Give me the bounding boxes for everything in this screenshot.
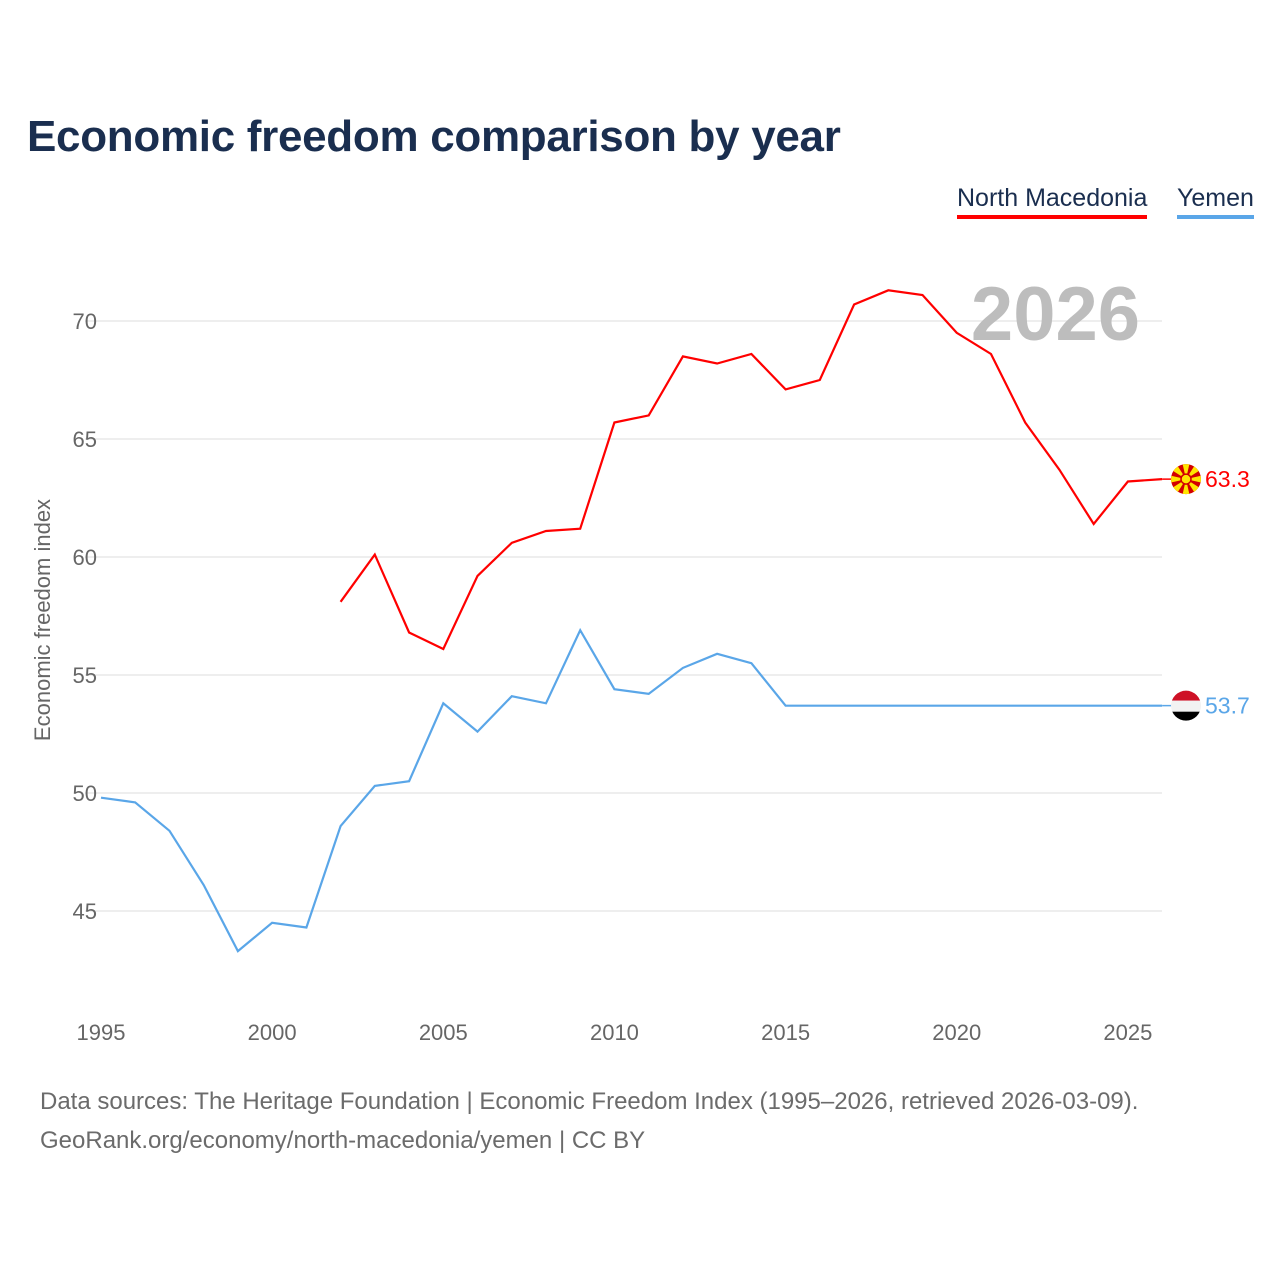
- x-tick-label: 2020: [932, 1020, 981, 1045]
- yemen-flag-icon: [1171, 690, 1201, 721]
- flag-sun: [1180, 473, 1192, 485]
- end-value-label: 63.3: [1205, 466, 1250, 492]
- legend-yemen[interactable]: Yemen: [1177, 184, 1254, 219]
- y-axis-label: Economic freedom index: [30, 499, 55, 741]
- x-tick-label: 2015: [761, 1020, 810, 1045]
- flag-black: [1171, 711, 1201, 721]
- flag-ray: [1179, 464, 1193, 480]
- year-watermark: 2026: [971, 272, 1140, 357]
- y-tick-label: 65: [73, 427, 97, 452]
- chart-title: Economic freedom comparison by year: [27, 112, 841, 161]
- footer-sources: Data sources: The Heritage Foundation | …: [40, 1088, 1139, 1115]
- flag-red: [1171, 690, 1201, 701]
- flag-ray: [1186, 472, 1201, 486]
- end-value-label: 53.7: [1205, 693, 1250, 719]
- legend-north-macedonia[interactable]: North Macedonia: [957, 184, 1148, 219]
- x-tick-label: 1995: [77, 1020, 126, 1045]
- flag-ray: [1179, 479, 1193, 495]
- x-tick-label: 2010: [590, 1020, 639, 1045]
- x-tick-label: 2025: [1103, 1020, 1152, 1045]
- footer-link[interactable]: GeoRank.org/economy/north-macedonia/yeme…: [40, 1127, 646, 1154]
- x-tick-label: 2005: [419, 1020, 468, 1045]
- y-tick-label: 45: [73, 899, 97, 924]
- y-tick-label: 60: [73, 545, 97, 570]
- flag-ray: [1171, 472, 1186, 486]
- y-tick-label: 50: [73, 781, 97, 806]
- x-tick-label: 2000: [248, 1020, 297, 1045]
- series-line-yemen: [100, 627, 1163, 953]
- flag-white: [1171, 700, 1201, 712]
- y-tick-label: 55: [73, 663, 97, 688]
- series-line-north-macedonia: [339, 289, 1163, 651]
- y-tick-label: 70: [73, 309, 97, 334]
